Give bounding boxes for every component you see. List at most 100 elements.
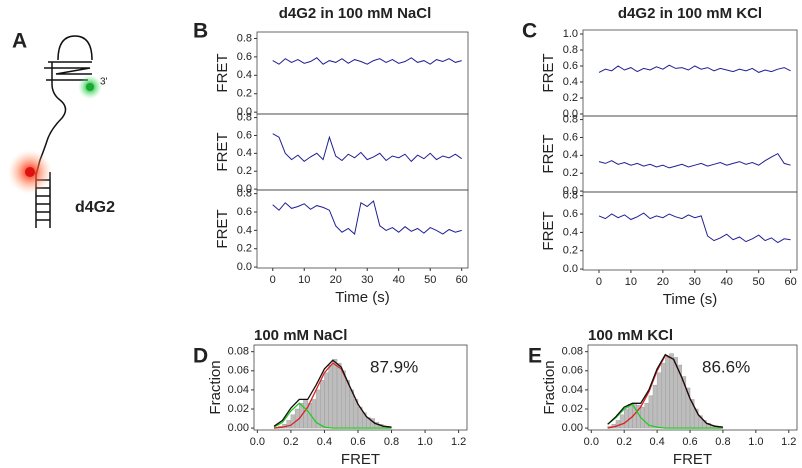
x-tick-label: 0.4 [317, 436, 332, 448]
x-axis-label: Time (s) [663, 291, 717, 308]
x-tick-label: 1.2 [451, 436, 466, 448]
y-tick-label: 0.6 [237, 206, 252, 218]
plot-frame [587, 344, 798, 431]
bar [303, 399, 308, 429]
y-tick-label: 0.0 [563, 263, 578, 275]
panel-letter: A [12, 30, 27, 53]
end-label: 3' [100, 77, 108, 88]
y-tick-label: 0.6 [237, 51, 252, 63]
trace [272, 200, 462, 235]
bar [656, 372, 662, 429]
y-tick-label: 0.04 [228, 384, 249, 396]
x-tick-label: 40 [393, 274, 405, 286]
construct-label: d4G2 [75, 199, 115, 216]
x-tick-label: 0.8 [384, 436, 399, 448]
annotation: 86.6% [702, 357, 750, 376]
x-tick-label: 0.0 [584, 436, 599, 448]
chart-title: 100 mM KCl [588, 327, 673, 344]
y-tick-label: 0.4 [237, 224, 252, 236]
panel-letter: D [193, 345, 208, 368]
y-tick-label: 0.06 [562, 365, 583, 377]
x-tick-label: 50 [753, 276, 765, 288]
y-tick-label: 0.06 [228, 365, 249, 377]
plot-frame [256, 189, 469, 269]
trace [598, 152, 791, 169]
x-tick-label: 0.8 [715, 436, 730, 448]
y-tick-label: 0.08 [228, 346, 249, 358]
x-tick-label: 0.2 [617, 436, 632, 448]
x-tick-label: 0.0 [250, 436, 265, 448]
y-tick-label: 0.0 [563, 185, 578, 197]
y-tick-label: 0.02 [228, 403, 249, 415]
y-tick-label: 0.2 [237, 243, 252, 255]
y-tick-label: 0.0 [237, 183, 252, 195]
bar [336, 362, 342, 429]
x-tick-label: 1.0 [417, 436, 432, 448]
y-tick-label: 0.00 [562, 422, 583, 434]
bar [669, 353, 674, 429]
trace [272, 57, 462, 65]
bar [286, 420, 292, 429]
y-tick-label: 0.8 [237, 32, 252, 44]
y-tick-label: 0.8 [563, 190, 578, 202]
y-tick-label: 0.0 [237, 261, 252, 273]
x-tick-label: 1.2 [781, 436, 796, 448]
y-axis-label: FRET [214, 53, 231, 92]
y-tick-label: 0.4 [563, 226, 578, 238]
y-tick-label: 0.8 [563, 44, 578, 56]
y-tick-label: 0.2 [563, 92, 578, 104]
x-tick-label: 0.6 [682, 436, 697, 448]
chart-title: d4G2 in 100 mM NaCl [279, 5, 432, 22]
y-axis-label: Fraction [207, 360, 224, 414]
bar [349, 389, 354, 429]
plot-frame [582, 29, 798, 117]
y-tick-label: 0.6 [563, 131, 578, 143]
plot-frame [256, 113, 469, 191]
y-axis-label: FRET [214, 132, 231, 171]
y-tick-label: 0.2 [563, 167, 578, 179]
x-tick-label: 30 [361, 274, 373, 286]
schematic [8, 35, 102, 228]
x-tick-label: 50 [424, 274, 436, 286]
y-axis-label: FRET [540, 211, 557, 250]
y-tick-label: 0.8 [237, 111, 252, 123]
y-tick-label: 0.4 [237, 147, 252, 159]
x-tick-label: 40 [721, 276, 733, 288]
y-tick-label: 0.08 [562, 346, 583, 358]
bar [345, 380, 350, 429]
x-axis-label: FRET [673, 451, 712, 468]
y-tick-label: 1.0 [563, 28, 578, 40]
fit-curve [607, 403, 723, 429]
y-axis-label: FRET [540, 134, 557, 173]
fit-curve [273, 359, 392, 428]
plot-frame [253, 344, 468, 431]
bar [665, 357, 670, 429]
y-tick-label: 0.6 [237, 129, 252, 141]
x-tick-label: 60 [456, 274, 468, 286]
bar [661, 362, 666, 429]
trace [598, 212, 791, 244]
annotation: 87.9% [370, 357, 418, 376]
chart-title: d4G2 in 100 mM KCl [618, 5, 762, 22]
y-axis-label: FRET [214, 209, 231, 248]
y-tick-label: 0.6 [563, 60, 578, 72]
y-tick-label: 0.8 [563, 113, 578, 125]
x-tick-label: 20 [657, 276, 669, 288]
bar [615, 420, 621, 429]
y-tick-label: 0.2 [563, 245, 578, 257]
bar [332, 359, 338, 429]
y-tick-label: 0.0 [563, 108, 578, 120]
y-tick-label: 0.4 [563, 149, 578, 161]
x-tick-label: 1.0 [748, 436, 763, 448]
y-tick-label: 0.0 [237, 106, 252, 118]
y-tick-label: 0.2 [237, 88, 252, 100]
bar [341, 370, 346, 429]
bar [320, 380, 325, 429]
x-tick-label: 60 [784, 276, 796, 288]
bar [624, 408, 629, 429]
plot-frame [582, 191, 798, 271]
bar [311, 399, 317, 429]
bar [619, 414, 625, 429]
x-tick-label: 0.4 [649, 436, 664, 448]
